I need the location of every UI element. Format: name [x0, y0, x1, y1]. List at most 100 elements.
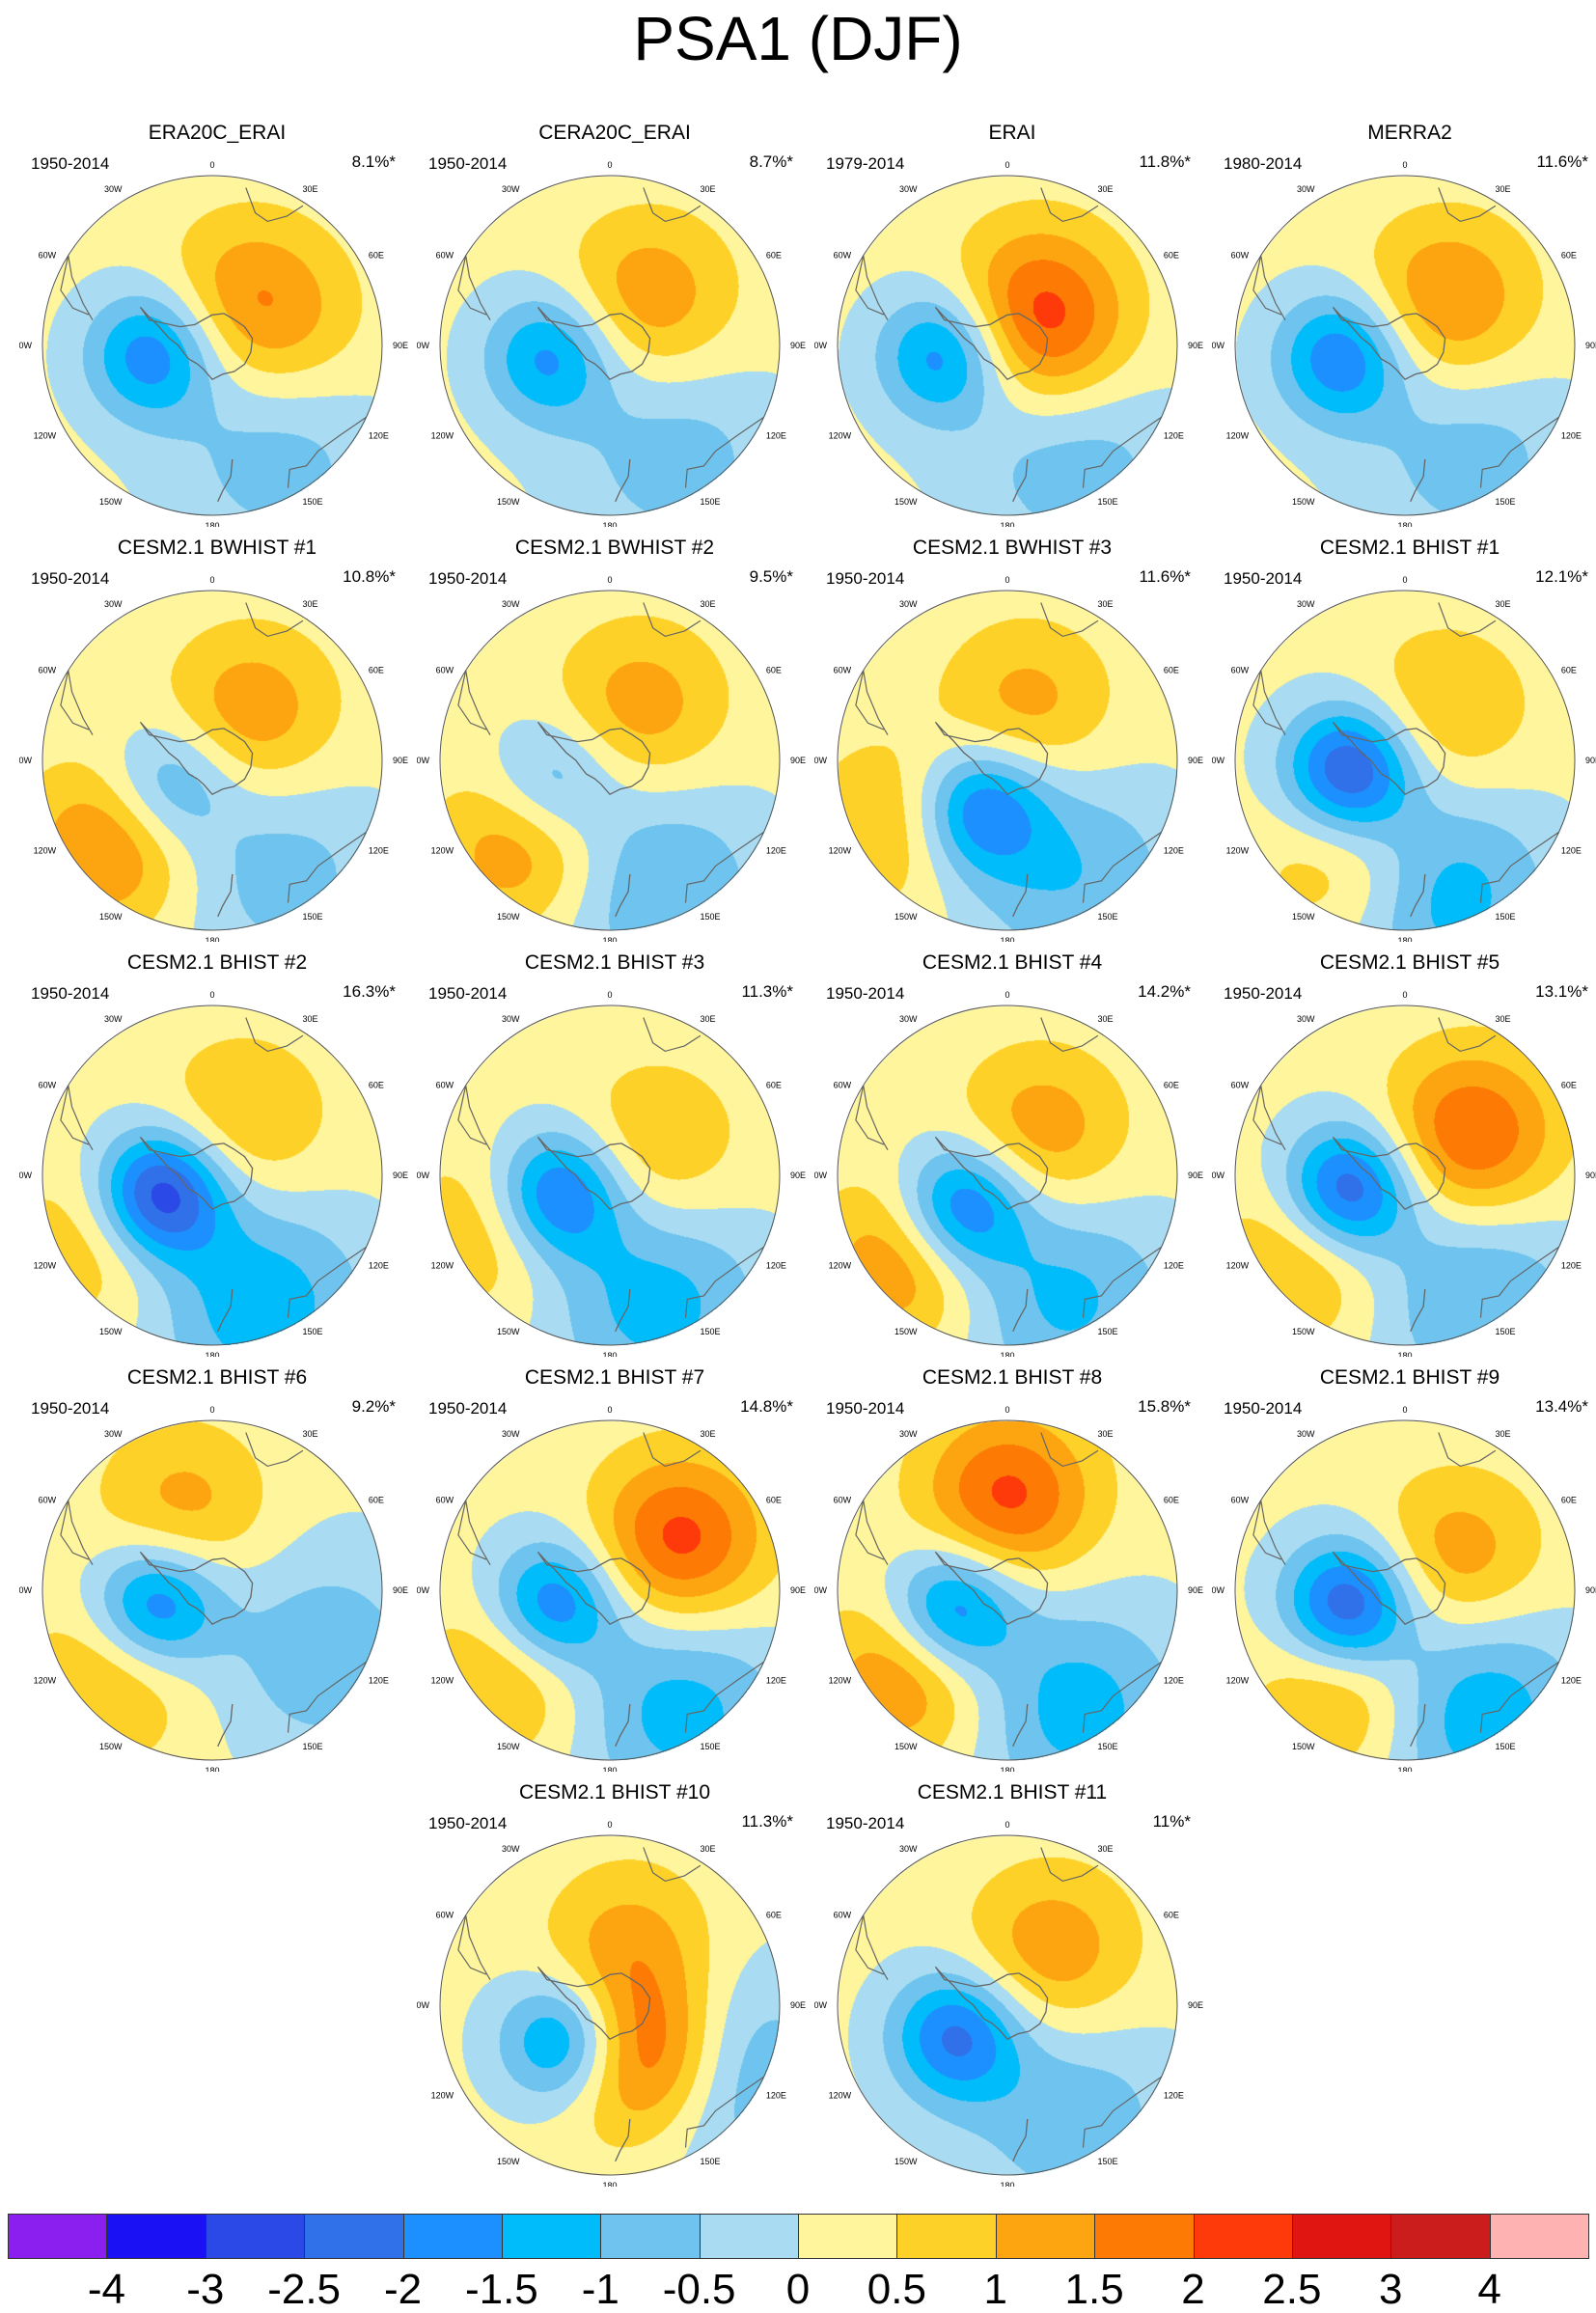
longitude-label: 150E — [1098, 497, 1118, 507]
longitude-label: 150E — [701, 1742, 721, 1751]
polar-map: 0 30E 60E 90E 120E 150E 180 150W 120W 90W 60W 30W — [417, 160, 806, 527]
map-panel: CESM2.1 BHIST #9 1950-2014 13.4%* 0 30E 60E 90… — [1212, 1366, 1596, 1772]
longitude-label: 120E — [369, 431, 389, 441]
longitude-label: 60E — [766, 1081, 782, 1090]
longitude-label: 180 — [1397, 1351, 1412, 1357]
longitude-label: 150W — [894, 1742, 918, 1751]
panel-title: ERAI — [988, 122, 1036, 144]
colorbar-swatch — [304, 2214, 404, 2259]
panel-title: CESM2.1 BHIST #10 — [518, 1781, 711, 1804]
longitude-label: 150W — [894, 497, 918, 507]
longitude-label: 90E — [790, 1585, 806, 1595]
longitude-label: 120E — [766, 431, 786, 441]
map-border — [837, 1834, 1178, 2176]
polar-map: 0 30E 60E 90E 120E 150E 180 150W 120W 90W 60W 30W — [19, 160, 408, 527]
map-border — [439, 175, 781, 516]
longitude-label: 150W — [99, 1327, 123, 1336]
pressure-field — [440, 1835, 780, 2175]
longitude-label: 60W — [1231, 666, 1250, 675]
new-zealand-coastline — [217, 1288, 234, 1333]
longitude-label: 150W — [894, 2157, 918, 2166]
longitude-label: 60W — [39, 251, 57, 261]
longitude-label: 30W — [1297, 1429, 1315, 1439]
longitude-label: 60W — [39, 1081, 57, 1090]
panel-period: 1950-2014 — [428, 1814, 508, 1832]
longitude-label: 0 — [1402, 575, 1407, 585]
panel-period: 1980-2014 — [1224, 154, 1303, 173]
australia-coastline — [1479, 831, 1559, 903]
longitude-label: 60E — [1164, 1081, 1179, 1090]
longitude-label: 150E — [1496, 912, 1516, 922]
longitude-label: 120E — [1164, 1676, 1184, 1686]
colorbar-label: -4 — [87, 2266, 125, 2313]
map-border — [41, 175, 383, 516]
longitude-label: 90E — [790, 756, 806, 765]
australia-coastline — [684, 1661, 764, 1733]
africa-coastline — [1040, 602, 1099, 638]
panel-variance: 11.6%* — [1536, 152, 1588, 171]
map-border — [439, 1005, 781, 1346]
panel-period: 1950-2014 — [31, 984, 110, 1003]
antarctica-coastline — [934, 1136, 1049, 1211]
australia-coastline — [287, 831, 367, 903]
longitude-label: 60W — [436, 1496, 454, 1505]
longitude-label: 180 — [602, 1766, 617, 1772]
africa-coastline — [1040, 187, 1099, 223]
australia-coastline — [1479, 1246, 1559, 1318]
longitude-label: 30E — [303, 599, 318, 609]
panel-period: 1950-2014 — [428, 1399, 508, 1418]
longitude-label: 30W — [104, 184, 123, 194]
longitude-label: 150E — [701, 497, 721, 507]
map-panel: ERA20C_ERAI 1950-2014 8.1%* 0 30E 60E 90E 120E 1… — [19, 122, 415, 527]
africa-coastline — [245, 602, 304, 638]
longitude-label: 90W — [814, 756, 827, 765]
longitude-label: 150E — [701, 912, 721, 922]
colorbar-label: -2 — [383, 2266, 423, 2313]
panel-variance: 9.2%* — [351, 1397, 396, 1416]
longitude-label: 30W — [899, 599, 918, 609]
polar-map: 0 30E 60E 90E 120E 150E 180 150W 120W 90W 60W 30W — [417, 1820, 806, 2187]
pressure-field — [838, 176, 1177, 515]
map-panel: CESM2.1 BHIST #2 1950-2014 16.3%* 0 30E 60E 90… — [19, 951, 415, 1357]
panel-title: CESM2.1 BHIST #8 — [922, 1366, 1103, 1389]
longitude-label: 60E — [766, 1911, 782, 1920]
longitude-label: 120E — [369, 1676, 389, 1686]
new-zealand-coastline — [1410, 458, 1426, 503]
longitude-label: 120W — [829, 1676, 852, 1686]
longitude-label: 30W — [899, 1844, 918, 1854]
longitude-label: 0 — [607, 160, 612, 170]
longitude-label: 60E — [766, 251, 782, 261]
longitude-label: 150W — [497, 1327, 520, 1336]
africa-coastline — [1438, 1432, 1497, 1468]
panel-title: CESM2.1 BWHIST #2 — [514, 537, 715, 559]
pressure-field — [42, 1420, 382, 1760]
longitude-label: 30E — [701, 184, 716, 194]
longitude-label: 120E — [766, 1261, 786, 1271]
panel-title: CESM2.1 BHIST #1 — [1319, 537, 1500, 559]
longitude-label: 60W — [436, 1081, 454, 1090]
longitude-label: 30W — [502, 1429, 520, 1439]
new-zealand-coastline — [217, 458, 234, 503]
longitude-label: 90W — [417, 341, 429, 350]
new-zealand-coastline — [1012, 873, 1029, 918]
longitude-label: 120E — [1164, 1261, 1184, 1271]
antarctica-coastline — [537, 1551, 651, 1626]
map-border — [837, 590, 1178, 931]
colorbar-label: 1 — [983, 2266, 1007, 2313]
longitude-label: 30E — [1496, 599, 1511, 609]
longitude-label: 0 — [1402, 1405, 1407, 1415]
longitude-label: 60E — [369, 1081, 384, 1090]
longitude-label: 150E — [1496, 497, 1516, 507]
longitude-label: 30E — [1098, 184, 1114, 194]
colorbar-label: -1.5 — [464, 2266, 538, 2313]
map-panel: CESM2.1 BHIST #3 1950-2014 11.3%* 0 30E 60E 90… — [417, 951, 812, 1357]
panel-period: 1950-2014 — [826, 1814, 905, 1832]
africa-coastline — [1438, 187, 1497, 223]
longitude-label: 120W — [829, 1261, 852, 1271]
longitude-label: 90W — [417, 1170, 429, 1180]
longitude-label: 150E — [701, 1327, 721, 1336]
map-border — [41, 1005, 383, 1346]
longitude-label: 30E — [701, 1429, 716, 1439]
panel-variance: 11.3%* — [741, 982, 793, 1001]
antarctica-coastline — [1332, 721, 1446, 796]
